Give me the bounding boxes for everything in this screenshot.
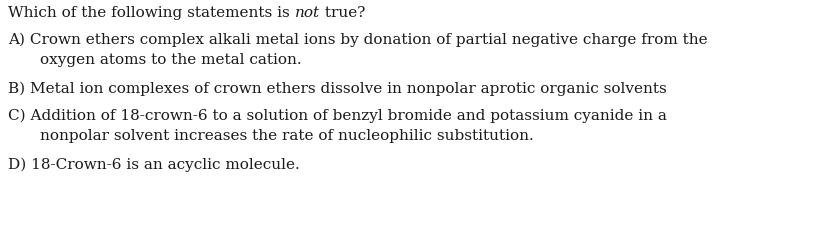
Text: B) Metal ion complexes of crown ethers dissolve in nonpolar aprotic organic solv: B) Metal ion complexes of crown ethers d… [8,82,667,96]
Text: oxygen atoms to the metal cation.: oxygen atoms to the metal cation. [40,53,301,67]
Text: A) Crown ethers complex alkali metal ions by donation of partial negative charge: A) Crown ethers complex alkali metal ion… [8,33,708,47]
Text: not: not [295,6,320,20]
Text: nonpolar solvent increases the rate of nucleophilic substitution.: nonpolar solvent increases the rate of n… [40,129,534,143]
Text: C) Addition of 18-crown-6 to a solution of benzyl bromide and potassium cyanide : C) Addition of 18-crown-6 to a solution … [8,109,667,123]
Text: Which of the following statements is: Which of the following statements is [8,6,295,20]
Text: true?: true? [320,6,365,20]
Text: D) 18-Crown-6 is an acyclic molecule.: D) 18-Crown-6 is an acyclic molecule. [8,158,300,172]
